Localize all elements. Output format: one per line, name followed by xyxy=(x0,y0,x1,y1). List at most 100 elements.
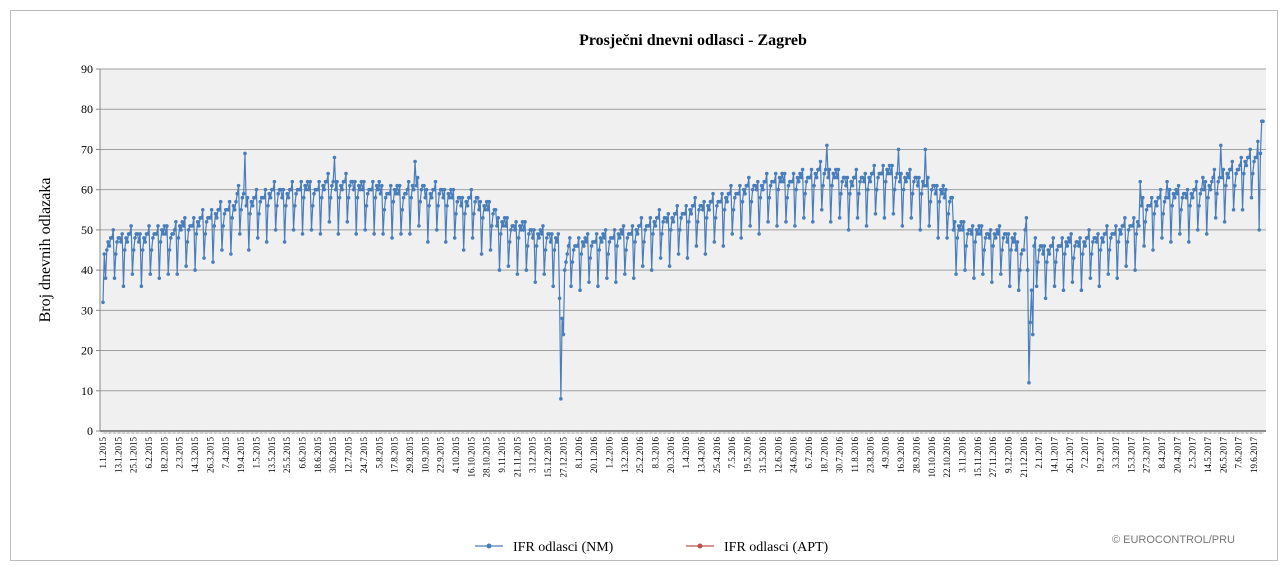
point xyxy=(1257,228,1261,232)
point xyxy=(580,240,585,244)
point xyxy=(195,220,200,224)
point xyxy=(863,171,868,176)
point xyxy=(355,195,360,200)
point xyxy=(834,167,838,172)
point xyxy=(312,191,316,196)
x-tick-label: 2.5.2017 xyxy=(1188,437,1198,469)
point xyxy=(656,216,660,220)
point xyxy=(147,224,151,228)
point xyxy=(598,236,603,240)
point xyxy=(359,179,364,184)
x-tick-label: 20.3.2016 xyxy=(666,437,676,474)
point xyxy=(538,228,543,232)
point xyxy=(1025,268,1030,272)
point xyxy=(298,187,302,192)
point xyxy=(276,191,281,196)
point xyxy=(624,248,628,252)
x-tick-label: 27.12.2015 xyxy=(558,437,568,478)
point xyxy=(701,207,705,212)
point xyxy=(1158,187,1163,192)
point xyxy=(350,179,355,184)
point xyxy=(1098,248,1103,252)
point xyxy=(339,183,343,188)
point xyxy=(1252,159,1256,164)
point xyxy=(330,183,334,188)
point xyxy=(663,216,668,220)
point xyxy=(1261,119,1265,124)
point xyxy=(1022,248,1026,252)
point xyxy=(1234,171,1238,176)
point xyxy=(1091,240,1095,244)
y-axis-label: Broj dnevnih odlazaka xyxy=(37,178,54,323)
point xyxy=(817,167,822,172)
point xyxy=(713,216,718,220)
point xyxy=(181,224,186,228)
x-tick-label: 8.1.2016 xyxy=(574,437,584,469)
point xyxy=(873,212,878,216)
point xyxy=(468,195,472,200)
plot-area xyxy=(100,69,1266,431)
point xyxy=(530,236,535,240)
point xyxy=(1204,232,1209,236)
point xyxy=(151,236,155,240)
point xyxy=(1162,199,1167,204)
point xyxy=(823,167,828,172)
point xyxy=(289,187,293,192)
point xyxy=(1167,187,1172,192)
point xyxy=(972,276,976,280)
point xyxy=(483,207,488,212)
point xyxy=(1148,203,1153,208)
x-tick-label: 6.2.2015 xyxy=(144,437,154,469)
x-tick-label: 10.9.2015 xyxy=(420,437,430,474)
point xyxy=(547,232,552,236)
point xyxy=(142,236,146,240)
point xyxy=(1247,155,1251,160)
point xyxy=(316,187,320,192)
point xyxy=(1028,320,1033,325)
point xyxy=(606,252,610,256)
point xyxy=(455,199,460,204)
point xyxy=(184,264,188,268)
point xyxy=(671,220,676,224)
point xyxy=(1105,224,1109,228)
point xyxy=(1133,268,1137,272)
point xyxy=(1034,284,1039,289)
point xyxy=(924,183,929,188)
source: © EUROCONTROL/PRU xyxy=(1112,534,1235,546)
point xyxy=(555,240,559,244)
point xyxy=(782,171,787,176)
point xyxy=(1142,244,1146,248)
point xyxy=(149,248,154,252)
point xyxy=(451,187,456,192)
point xyxy=(504,224,508,228)
point xyxy=(741,187,746,192)
x-tick-label: 26.1.2017 xyxy=(1065,437,1075,474)
point xyxy=(582,244,586,248)
point xyxy=(1134,232,1139,236)
point xyxy=(327,220,332,224)
point xyxy=(1041,252,1045,256)
point xyxy=(766,220,770,224)
point xyxy=(830,183,834,188)
point xyxy=(596,284,600,289)
point xyxy=(777,175,782,180)
point xyxy=(1240,207,1245,212)
point xyxy=(566,244,571,248)
point xyxy=(401,195,406,200)
point xyxy=(299,179,304,184)
x-tick-label: 8.3.2016 xyxy=(651,437,661,469)
point xyxy=(266,203,270,208)
point xyxy=(1029,288,1034,293)
point xyxy=(286,195,291,200)
point xyxy=(942,195,947,200)
point xyxy=(660,232,664,236)
point xyxy=(211,260,215,264)
point xyxy=(669,228,673,232)
point xyxy=(1016,288,1021,293)
point xyxy=(1166,195,1171,200)
point xyxy=(651,232,655,236)
point xyxy=(200,207,205,212)
point xyxy=(300,232,305,236)
point xyxy=(629,232,634,236)
point xyxy=(131,248,136,252)
